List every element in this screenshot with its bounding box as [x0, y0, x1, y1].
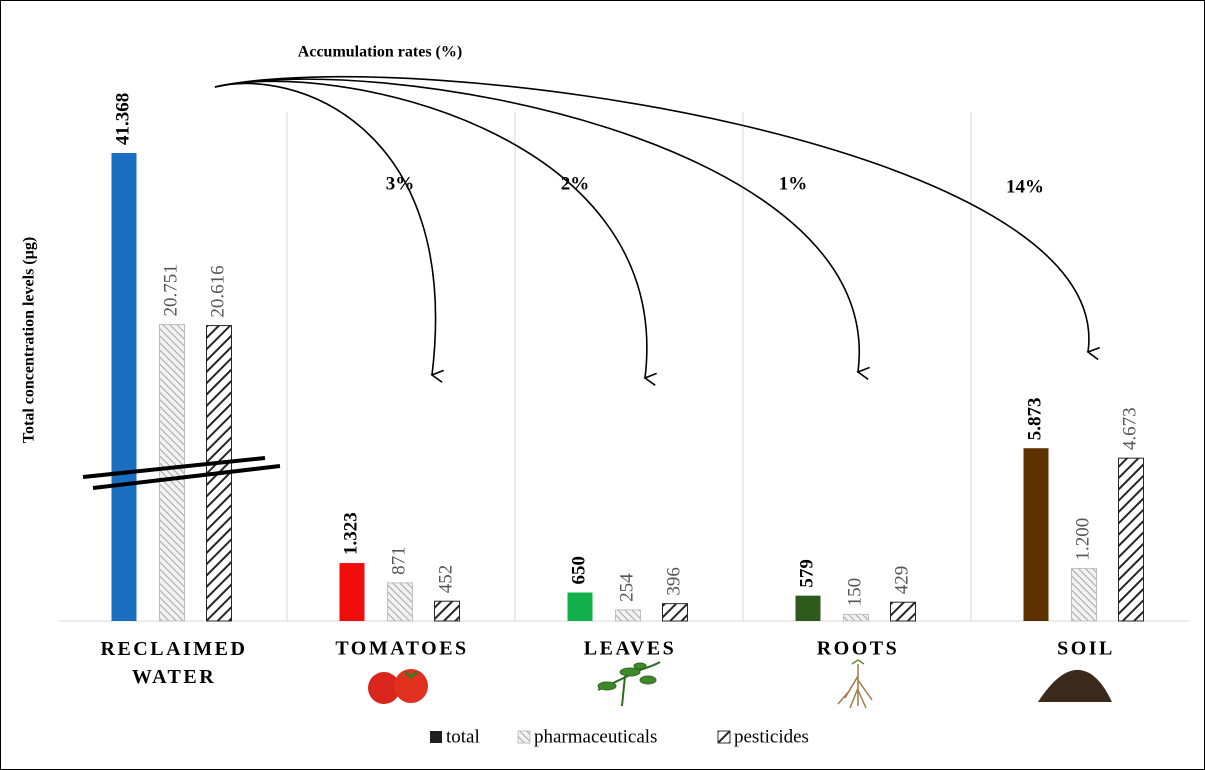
bar [568, 593, 593, 621]
value-label: 4.673 [1119, 407, 1140, 450]
bar [112, 153, 137, 621]
bar [1024, 448, 1049, 621]
bar [435, 601, 460, 621]
value-label: 20.751 [160, 264, 181, 316]
annotation-title: Accumulation rates (%) [298, 44, 462, 61]
x-tick-label: LEAVES [584, 638, 676, 660]
value-label: 1.200 [1072, 518, 1093, 561]
value-label: 150 [844, 578, 865, 607]
bar [796, 596, 821, 621]
value-label: 5.873 [1024, 397, 1045, 440]
x-tick-label: ROOTS [817, 638, 900, 660]
y-axis-label: Total concentration levels (µg) [21, 237, 38, 443]
value-label: 41.368 [112, 93, 133, 145]
bar [891, 602, 916, 621]
value-label: 579 [796, 559, 817, 588]
value-label: 452 [435, 565, 456, 594]
value-label: 429 [891, 566, 912, 595]
accumulation-label: 2% [561, 173, 590, 194]
bar [663, 604, 688, 621]
bar [160, 324, 185, 621]
bar [340, 563, 365, 621]
value-label: 254 [616, 573, 637, 602]
accumulation-label: 1% [779, 173, 808, 194]
legend-label: pharmaceuticals [534, 726, 657, 747]
bar [616, 610, 641, 621]
value-label: 650 [568, 556, 589, 585]
bar [388, 583, 413, 621]
legend-swatch [518, 731, 530, 743]
bar [844, 614, 869, 621]
legend-label: pesticides [734, 726, 809, 747]
accumulation-label: 14% [1006, 176, 1044, 197]
legend-label: total [446, 726, 480, 747]
x-tick-label: SOIL [1057, 638, 1115, 660]
x-tick-label: TOMATOES [335, 638, 468, 660]
bar [1119, 458, 1144, 621]
value-label: 20.616 [207, 265, 228, 317]
page: {"chart_data": { "type": "bar", "y_label… [0, 0, 1205, 770]
value-label: 871 [388, 546, 409, 575]
chart: Total concentration levels (µg) Accumula… [0, 0, 1205, 770]
accumulation-label: 3% [386, 173, 415, 194]
value-label: 396 [663, 567, 684, 596]
legend-swatch [718, 731, 730, 743]
bar [1072, 568, 1097, 621]
value-label: 1.323 [340, 512, 361, 555]
legend-swatch [430, 731, 442, 743]
